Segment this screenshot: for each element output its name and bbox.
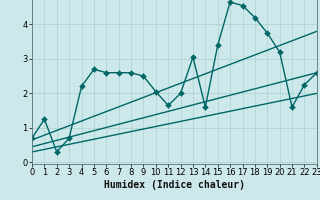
X-axis label: Humidex (Indice chaleur): Humidex (Indice chaleur) (104, 180, 245, 190)
